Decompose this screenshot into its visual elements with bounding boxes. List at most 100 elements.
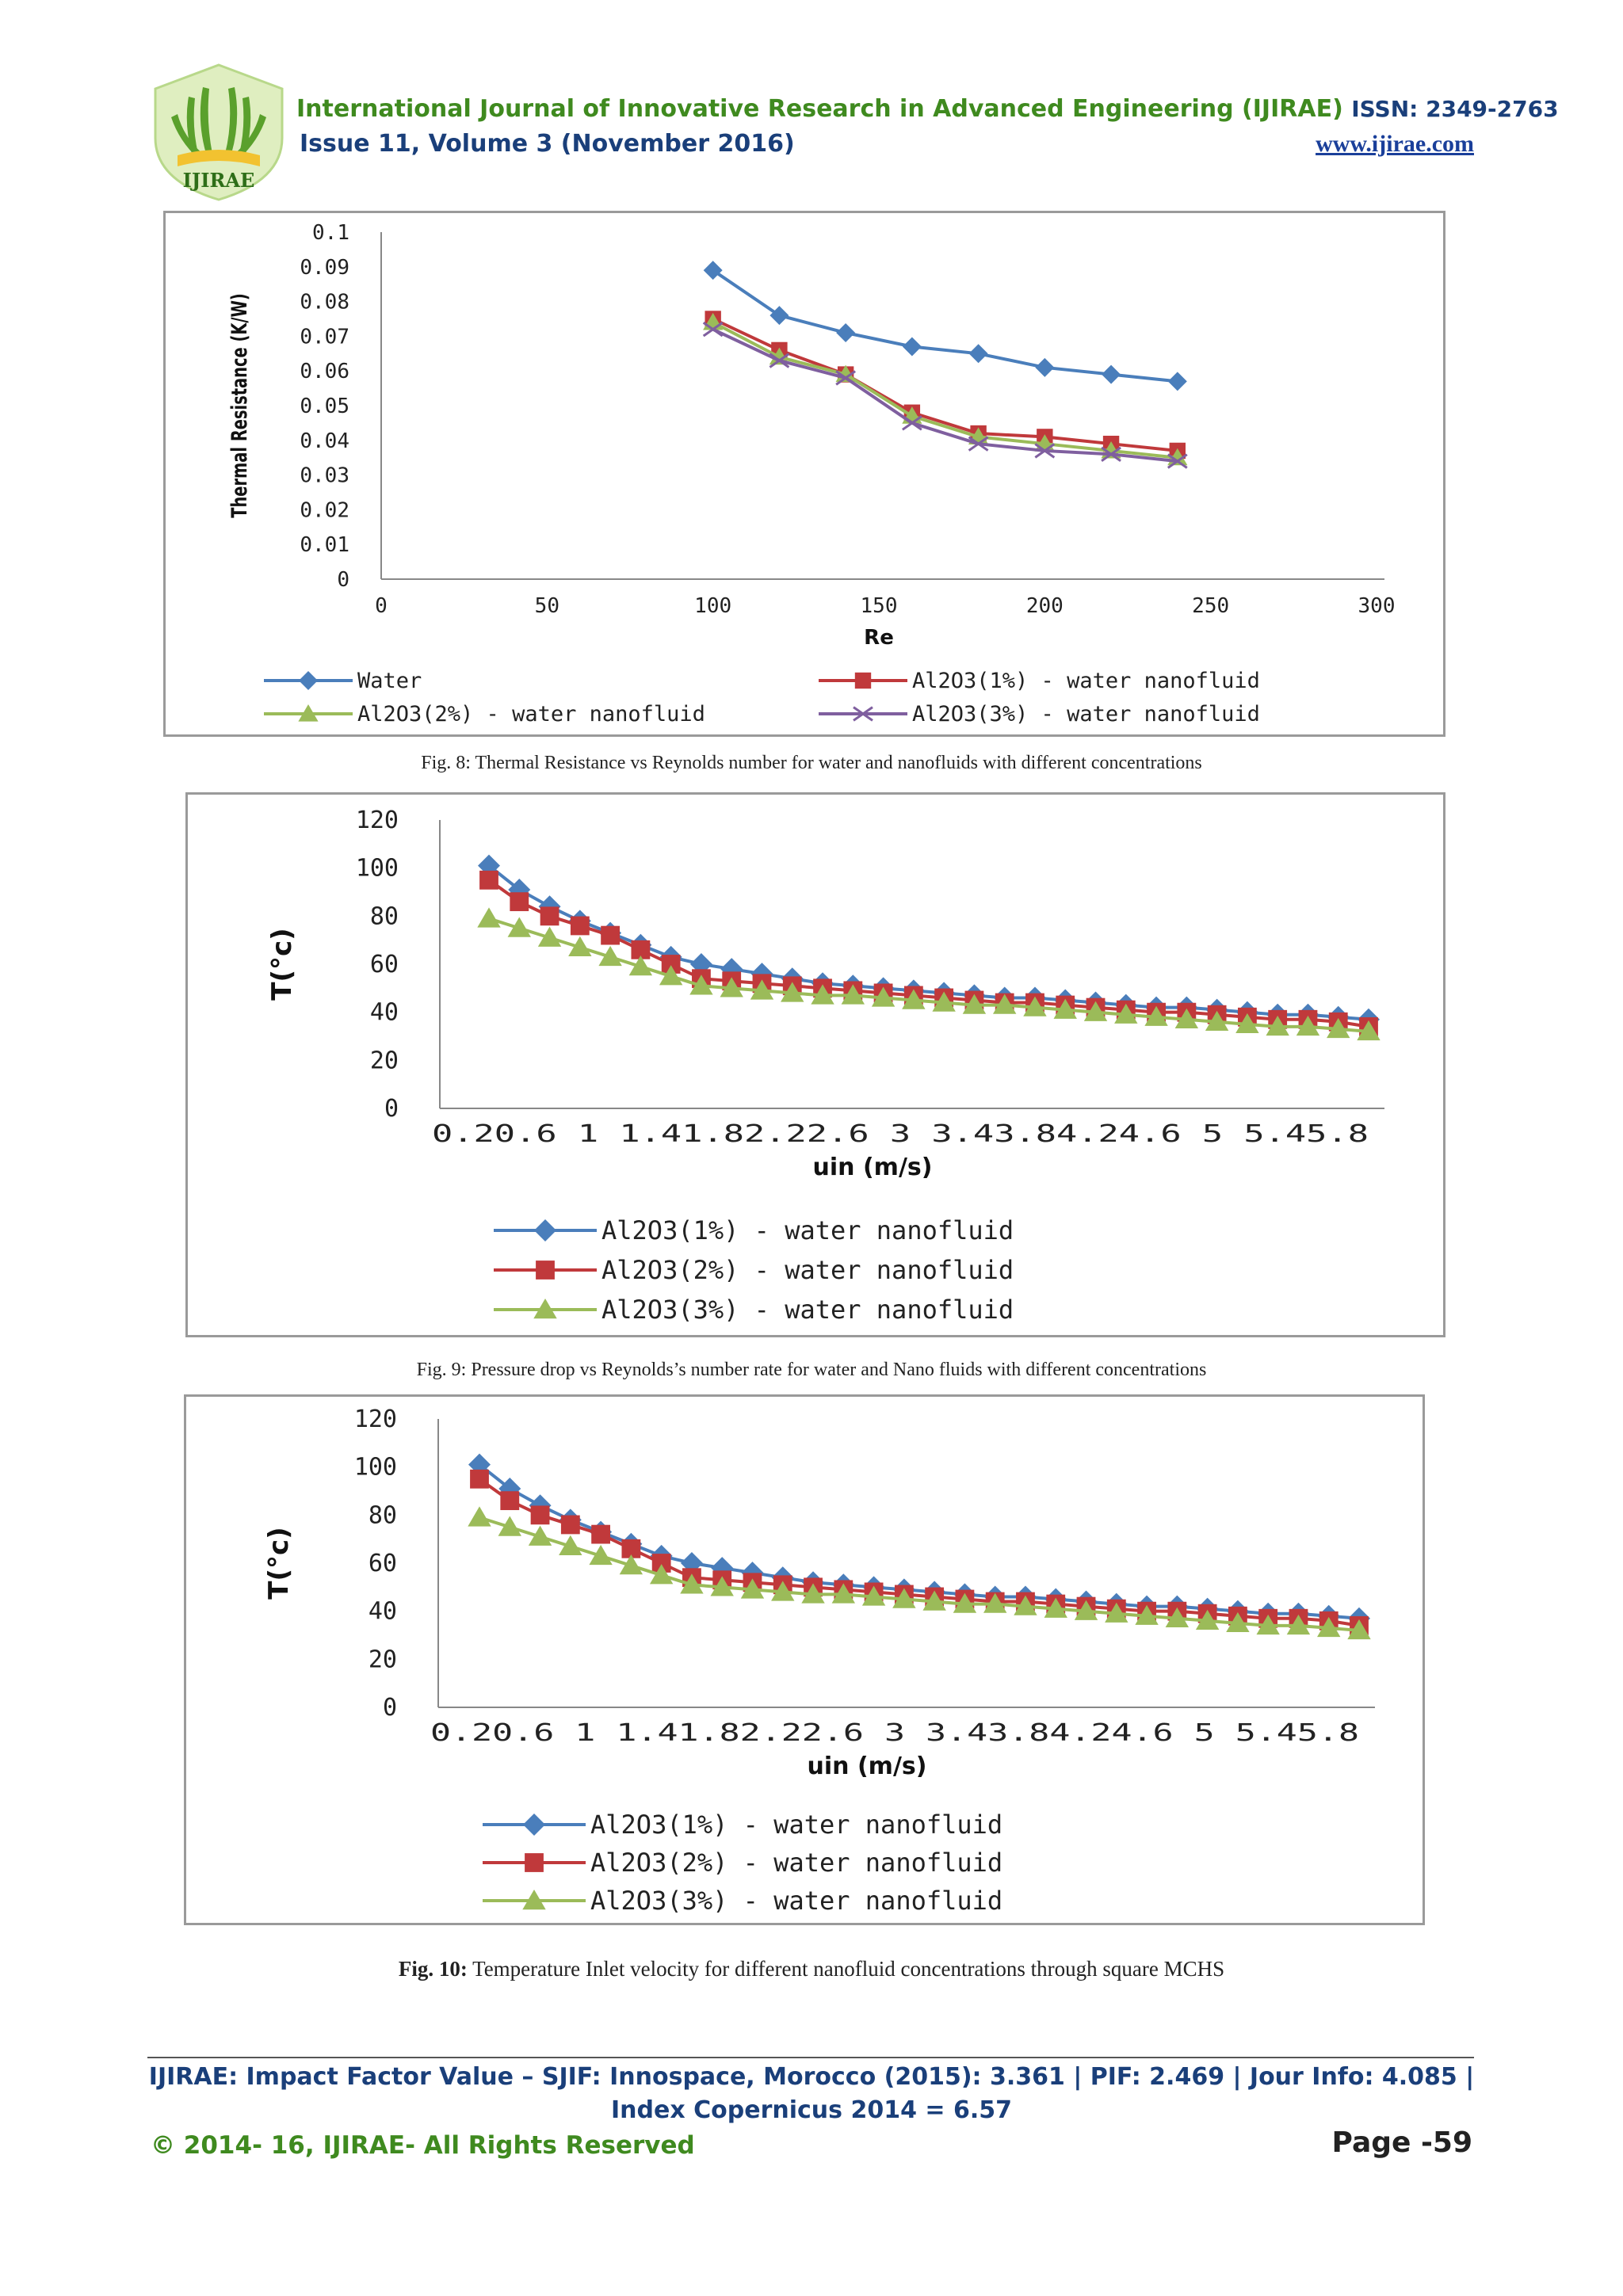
- data-point: [902, 337, 922, 357]
- data-point: [500, 1491, 520, 1511]
- legend-label: Al2O3(3%) - water nanofluid: [590, 1886, 1002, 1916]
- data-point: [1105, 1602, 1128, 1623]
- data-point: [902, 989, 926, 1009]
- figure-8-chart: 0 0.01 0.02 0.03 0.04 0.05 0.06 0.07 0.08 0.09 0.1…: [227, 221, 1396, 727]
- data-point: [801, 1583, 825, 1604]
- y-tick-label: 120: [356, 807, 399, 834]
- page-number: Page -59: [1331, 2126, 1472, 2159]
- y-tick-label: 0.02: [300, 498, 349, 522]
- series-2: [705, 311, 1186, 460]
- legend-label: Al2O3(3%) - water nanofluid: [912, 702, 1260, 727]
- y-tick-label: 60: [370, 951, 399, 978]
- legend-item: Water: [264, 669, 422, 693]
- data-point: [477, 907, 501, 928]
- y-tick-label: 40: [369, 1598, 397, 1626]
- data-point: [1174, 1008, 1199, 1028]
- data-point: [831, 1583, 856, 1604]
- data-point: [537, 926, 562, 947]
- data-point: [1074, 1600, 1098, 1620]
- figure-10-frame: 0 20 40 60 80 100 120 0.20.6 1 1.41.82.22.6 3 3…: [184, 1394, 1425, 1925]
- figure-10-caption: Fig. 10: Temperature Inlet velocity for …: [0, 1957, 1623, 1981]
- data-point: [1205, 1010, 1229, 1031]
- figure-9-chart: 0 20 40 60 80 100 120 0.20.6 1 1.41.82.22.6 3 3…: [266, 807, 1384, 1325]
- y-tick-label: 80: [369, 1501, 397, 1529]
- series-line: [478, 1478, 1360, 1627]
- legend-item: Al2O3(1%) - water nanofluid: [494, 1215, 1014, 1245]
- data-point: [1195, 1609, 1220, 1630]
- legend-label: Al2O3(2%) - water nanofluid: [357, 702, 705, 727]
- data-point: [498, 1516, 521, 1536]
- data-point: [771, 1581, 795, 1601]
- legend-item: Al2O3(2%) - water nanofluid: [483, 1848, 1002, 1878]
- y-tick-label: 80: [370, 902, 399, 930]
- y-tick-label: 120: [354, 1405, 397, 1433]
- data-point: [1034, 443, 1056, 459]
- legend-marker: [854, 672, 872, 689]
- x-axis-title: Re: [864, 626, 894, 650]
- figure-10-caption-text: Temperature Inlet velocity for different…: [467, 1957, 1225, 1981]
- data-point: [621, 1539, 641, 1558]
- data-point: [962, 994, 987, 1014]
- series-3: [468, 1506, 1371, 1640]
- data-point: [1102, 364, 1121, 384]
- data-point: [968, 344, 988, 364]
- legend-label: Al2O3(1%) - water nanofluid: [590, 1810, 1002, 1840]
- data-point: [1327, 1017, 1350, 1039]
- data-point: [1101, 446, 1121, 462]
- data-point: [540, 906, 559, 926]
- data-point: [510, 892, 529, 912]
- legend-item: Al2O3(3%) - water nanofluid: [494, 1295, 1014, 1325]
- data-point: [649, 1564, 674, 1585]
- data-point: [589, 1544, 613, 1566]
- data-point: [841, 984, 865, 1005]
- series-line: [712, 269, 1178, 383]
- data-point: [598, 945, 622, 967]
- series-1: [703, 261, 1187, 391]
- data-point: [1256, 1614, 1280, 1635]
- y-tick-label: 100: [356, 855, 399, 883]
- legend-item: Al2O3(2%) - water nanofluid: [264, 702, 705, 727]
- legend-marker: [533, 1299, 557, 1319]
- y-tick-label: 0.09: [300, 256, 349, 280]
- data-point: [1357, 1020, 1381, 1041]
- y-tick-label: 40: [370, 999, 399, 1027]
- data-point: [1226, 1611, 1250, 1633]
- series-line: [487, 879, 1369, 1028]
- y-axis-title: T(°c): [263, 1527, 295, 1599]
- issn: ISSN: 2349-2763: [1351, 96, 1559, 122]
- footer-divider: [147, 2057, 1474, 2058]
- data-point: [530, 1505, 550, 1525]
- footer-impact-line-2: Index Copernicus 2014 = 6.57: [610, 2096, 1012, 2124]
- series-line: [712, 317, 1178, 452]
- y-tick-label: 0.04: [300, 429, 349, 453]
- data-point: [1023, 996, 1047, 1016]
- data-point: [661, 955, 681, 974]
- series-4: [702, 322, 1188, 469]
- y-tick-label: 0: [383, 1694, 397, 1722]
- journal-url-link[interactable]: www.ijirae.com: [1316, 131, 1474, 157]
- series-3: [477, 907, 1381, 1041]
- data-point: [651, 1554, 671, 1573]
- series-line: [712, 321, 1178, 460]
- data-point: [836, 323, 856, 343]
- legend-marker: [298, 704, 319, 722]
- x-tick-label: 150: [861, 594, 898, 618]
- data-point: [601, 925, 621, 945]
- figure-10-caption-label: Fig. 10:: [398, 1957, 468, 1981]
- data-point: [1144, 1005, 1168, 1026]
- data-point: [570, 916, 590, 936]
- x-tick-label: 100: [694, 594, 731, 618]
- data-point: [871, 986, 896, 1007]
- legend-marker: [523, 1814, 545, 1836]
- journal-title-text: International Journal of Innovative Rese…: [296, 95, 1343, 123]
- x-tick-label: 50: [535, 594, 559, 618]
- figure-9-caption: Fig. 9: Pressure drop vs Reynolds’s numb…: [416, 1360, 1207, 1380]
- data-point: [1135, 1604, 1159, 1625]
- data-point: [1167, 372, 1187, 391]
- data-point: [659, 965, 683, 986]
- data-point: [528, 1525, 552, 1546]
- legend-label: Al2O3(1%) - water nanofluid: [601, 1215, 1014, 1245]
- data-point: [628, 955, 653, 976]
- x-tick-label: 300: [1358, 594, 1396, 618]
- data-point: [740, 1578, 765, 1599]
